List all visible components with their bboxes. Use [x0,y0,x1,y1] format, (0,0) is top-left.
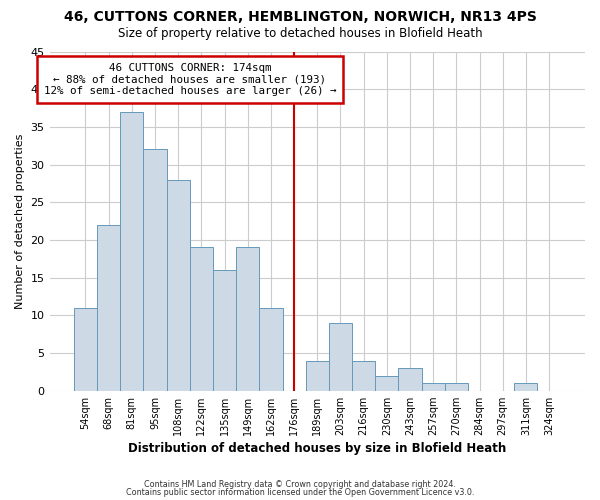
Bar [329,323,352,390]
Bar [422,383,445,390]
Bar [445,383,468,390]
X-axis label: Distribution of detached houses by size in Blofield Heath: Distribution of detached houses by size … [128,442,506,455]
Y-axis label: Number of detached properties: Number of detached properties [15,134,25,309]
Bar [236,248,259,390]
Text: 46, CUTTONS CORNER, HEMBLINGTON, NORWICH, NR13 4PS: 46, CUTTONS CORNER, HEMBLINGTON, NORWICH… [64,10,536,24]
Bar [97,225,120,390]
Bar [213,270,236,390]
Text: Size of property relative to detached houses in Blofield Heath: Size of property relative to detached ho… [118,28,482,40]
Bar [305,360,329,390]
Bar [143,150,167,390]
Bar [259,308,283,390]
Bar [190,248,213,390]
Bar [398,368,422,390]
Text: Contains public sector information licensed under the Open Government Licence v3: Contains public sector information licen… [126,488,474,497]
Bar [120,112,143,390]
Bar [375,376,398,390]
Bar [167,180,190,390]
Text: Contains HM Land Registry data © Crown copyright and database right 2024.: Contains HM Land Registry data © Crown c… [144,480,456,489]
Bar [352,360,375,390]
Text: 46 CUTTONS CORNER: 174sqm
← 88% of detached houses are smaller (193)
12% of semi: 46 CUTTONS CORNER: 174sqm ← 88% of detac… [44,63,336,96]
Bar [74,308,97,390]
Bar [514,383,538,390]
